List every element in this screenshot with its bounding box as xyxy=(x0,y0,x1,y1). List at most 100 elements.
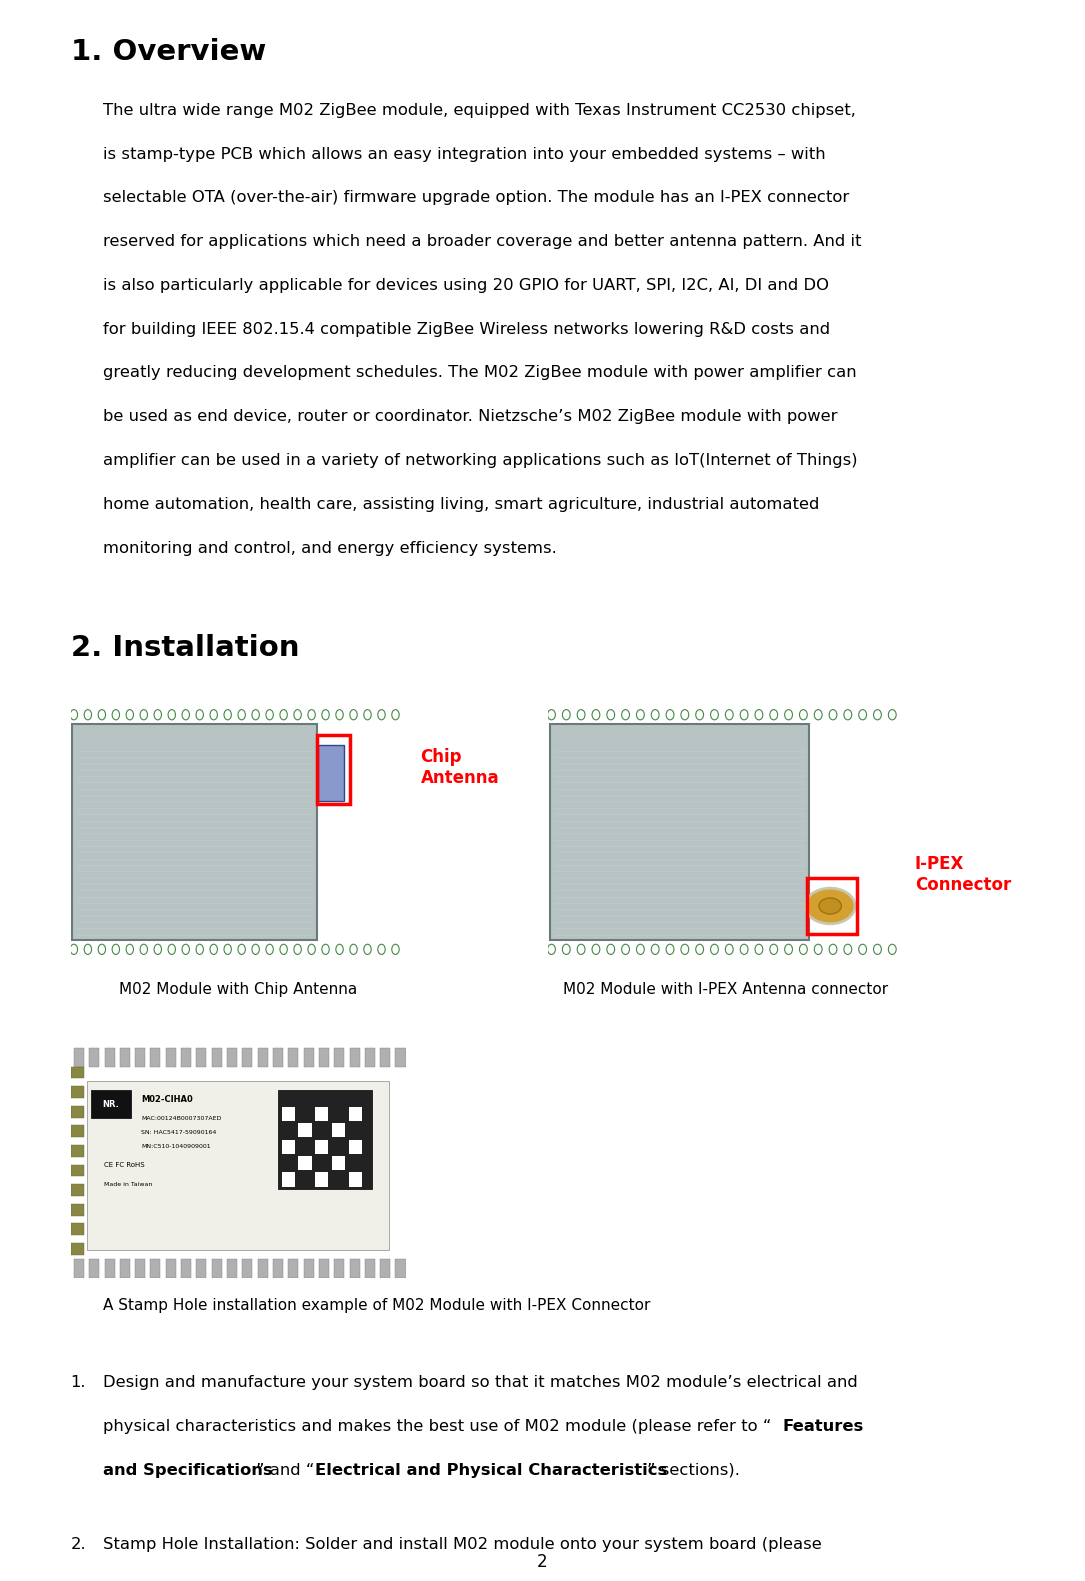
Text: M02-CIHA0: M02-CIHA0 xyxy=(141,1096,193,1104)
Bar xyxy=(104,1048,115,1067)
Ellipse shape xyxy=(238,944,245,955)
Ellipse shape xyxy=(829,944,837,955)
Ellipse shape xyxy=(294,710,302,719)
Ellipse shape xyxy=(755,710,763,719)
Ellipse shape xyxy=(740,710,748,719)
Bar xyxy=(395,1048,406,1067)
Bar xyxy=(181,1048,191,1067)
Ellipse shape xyxy=(349,710,357,719)
Bar xyxy=(71,1224,84,1235)
Bar xyxy=(278,1091,372,1189)
Text: CE FC RoHS: CE FC RoHS xyxy=(104,1162,144,1168)
Ellipse shape xyxy=(85,944,91,955)
Bar xyxy=(166,1048,176,1067)
Ellipse shape xyxy=(154,944,162,955)
Ellipse shape xyxy=(224,710,231,719)
Bar xyxy=(332,1123,345,1137)
Bar xyxy=(304,1048,314,1067)
Ellipse shape xyxy=(577,944,585,955)
Ellipse shape xyxy=(238,710,245,719)
Text: selectable OTA (over-the-air) firmware upgrade option. The module has an I-PEX c: selectable OTA (over-the-air) firmware u… xyxy=(103,190,850,206)
Text: be used as end device, router or coordinator. Nietzsche’s M02 ZigBee module with: be used as end device, router or coordin… xyxy=(103,409,838,424)
Bar xyxy=(151,1260,161,1277)
Text: Electrical and Physical Characteristics: Electrical and Physical Characteristics xyxy=(316,1462,667,1478)
Bar xyxy=(71,1126,84,1137)
Ellipse shape xyxy=(98,944,105,955)
Ellipse shape xyxy=(607,710,614,719)
Text: is also particularly applicable for devices using 20 GPIO for UART, SPI, I2C, AI: is also particularly applicable for devi… xyxy=(103,278,829,292)
Ellipse shape xyxy=(112,710,119,719)
Text: ” and “: ” and “ xyxy=(256,1462,315,1478)
Bar xyxy=(71,1105,84,1118)
Ellipse shape xyxy=(140,710,148,719)
Bar xyxy=(380,1260,391,1277)
Ellipse shape xyxy=(308,944,316,955)
Bar xyxy=(119,1048,130,1067)
Ellipse shape xyxy=(666,710,674,719)
Bar xyxy=(151,1048,161,1067)
Ellipse shape xyxy=(349,944,357,955)
Ellipse shape xyxy=(322,710,329,719)
Bar xyxy=(315,1107,329,1121)
Bar xyxy=(104,1260,115,1277)
Ellipse shape xyxy=(562,710,571,719)
Bar xyxy=(166,1260,176,1277)
Text: Made in Taiwan: Made in Taiwan xyxy=(104,1181,152,1187)
Bar xyxy=(71,1067,84,1078)
Ellipse shape xyxy=(182,710,190,719)
Ellipse shape xyxy=(322,944,329,955)
Ellipse shape xyxy=(622,710,629,719)
Text: MAC:00124B0007307AED: MAC:00124B0007307AED xyxy=(141,1116,221,1121)
Ellipse shape xyxy=(548,944,556,955)
Text: NR.: NR. xyxy=(102,1100,119,1108)
Bar xyxy=(89,1260,99,1277)
Ellipse shape xyxy=(695,710,703,719)
Text: and Specifications: and Specifications xyxy=(103,1462,272,1478)
Ellipse shape xyxy=(814,944,822,955)
Ellipse shape xyxy=(210,710,217,719)
Ellipse shape xyxy=(252,944,259,955)
FancyBboxPatch shape xyxy=(318,745,344,802)
Ellipse shape xyxy=(336,944,343,955)
Ellipse shape xyxy=(280,944,288,955)
Ellipse shape xyxy=(363,710,371,719)
FancyBboxPatch shape xyxy=(73,724,317,941)
Text: reserved for applications which need a broader coverage and better antenna patte: reserved for applications which need a b… xyxy=(103,234,861,250)
Bar xyxy=(319,1260,329,1277)
Ellipse shape xyxy=(154,710,162,719)
Bar xyxy=(136,1260,145,1277)
Ellipse shape xyxy=(681,710,689,719)
Ellipse shape xyxy=(294,944,302,955)
Text: The ultra wide range M02 ZigBee module, equipped with Texas Instrument CC2530 ch: The ultra wide range M02 ZigBee module, … xyxy=(103,103,856,117)
Ellipse shape xyxy=(711,944,718,955)
Ellipse shape xyxy=(889,710,896,719)
Bar xyxy=(119,1260,130,1277)
Bar xyxy=(87,1081,388,1251)
Ellipse shape xyxy=(252,710,259,719)
Bar xyxy=(365,1260,375,1277)
Text: MN:C510-1040909001: MN:C510-1040909001 xyxy=(141,1145,210,1149)
Text: 2.: 2. xyxy=(71,1537,86,1553)
Bar xyxy=(319,1048,329,1067)
Ellipse shape xyxy=(829,710,837,719)
Text: A Stamp Hole installation example of M02 Module with I-PEX Connector: A Stamp Hole installation example of M02… xyxy=(103,1298,650,1314)
Ellipse shape xyxy=(280,710,288,719)
Ellipse shape xyxy=(363,944,371,955)
Ellipse shape xyxy=(85,710,91,719)
Ellipse shape xyxy=(770,944,778,955)
Ellipse shape xyxy=(695,944,703,955)
Bar xyxy=(298,1156,311,1170)
Ellipse shape xyxy=(71,944,77,955)
Bar xyxy=(71,1243,84,1255)
Ellipse shape xyxy=(622,944,629,955)
Ellipse shape xyxy=(814,710,822,719)
Ellipse shape xyxy=(308,710,316,719)
Bar xyxy=(334,1048,344,1067)
Bar xyxy=(334,1260,344,1277)
Ellipse shape xyxy=(873,944,881,955)
Ellipse shape xyxy=(844,944,852,955)
Ellipse shape xyxy=(637,710,644,719)
Text: Features: Features xyxy=(782,1420,864,1434)
Text: monitoring and control, and energy efficiency systems.: monitoring and control, and energy effic… xyxy=(103,541,557,555)
Bar xyxy=(282,1140,295,1154)
